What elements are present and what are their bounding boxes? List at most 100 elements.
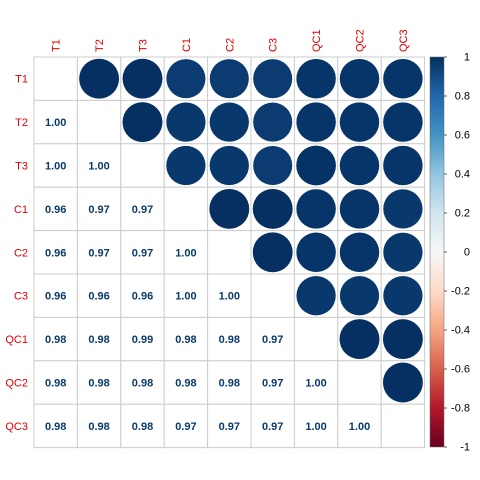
corr-circle-t1-c3	[252, 58, 293, 99]
matrix-cell	[163, 273, 209, 318]
corr-circle-t1-qc1	[295, 58, 337, 99]
matrix-cell	[33, 143, 78, 188]
corr-value-qc3-t3: 0.98	[132, 421, 153, 433]
colorbar-tick-label: 0	[464, 247, 470, 259]
col-label-qc1: QC1	[311, 29, 323, 52]
corr-circle-t1-qc3	[382, 58, 424, 99]
row-label-qc1: QC1	[5, 334, 28, 346]
corr-circle-t1-qc2	[339, 58, 380, 99]
corr-circle-c2-qc2	[339, 232, 380, 273]
corr-circle-t2-qc2	[339, 101, 380, 143]
colorbar-tick-label: -0.2	[451, 286, 470, 298]
corr-circle-c1-qc3	[382, 188, 424, 230]
colorbar-tick-label: -0.4	[451, 325, 470, 337]
corr-circle-t3-qc2	[339, 145, 380, 186]
col-label-t2: T2	[94, 39, 106, 52]
matrix-cell	[76, 316, 122, 362]
matrix-cell	[207, 230, 252, 275]
matrix-cell	[76, 273, 122, 318]
corr-value-c2-c1: 1.00	[175, 247, 196, 259]
corr-value-c2-t2: 0.97	[88, 247, 109, 259]
corr-circle-t3-c1	[165, 145, 207, 186]
matrix-cell	[250, 403, 295, 449]
matrix-cell	[76, 143, 122, 188]
matrix-cell	[337, 360, 382, 405]
corr-circle-c1-c3	[252, 188, 294, 230]
matrix-cell	[33, 360, 78, 405]
corr-value-c1-t3: 0.97	[132, 204, 153, 216]
corr-value-qc1-t2: 0.98	[88, 334, 109, 346]
corr-value-c1-t1: 0.96	[45, 204, 66, 216]
corr-value-c1-t2: 0.97	[88, 204, 109, 216]
matrix-cell	[163, 230, 209, 275]
col-label-t3: T3	[138, 39, 150, 52]
corr-value-c3-t1: 0.96	[45, 291, 66, 303]
matrix-cell	[33, 230, 78, 275]
col-label-c2: C2	[224, 38, 236, 52]
color-legend: 1 0.8 0.6 0.4 0.2 0 -0.2 -0.4 -0.6 -0.8 -1	[429, 52, 470, 454]
corr-circle-c3-qc3	[382, 275, 424, 316]
corr-circle-qc1-qc3	[382, 318, 424, 360]
matrix-cell	[163, 186, 209, 232]
corr-circle-t3-c3	[252, 145, 293, 186]
matrix-cell	[33, 316, 78, 362]
corr-value-qc2-c2: 0.98	[219, 378, 240, 390]
matrix-cell	[207, 316, 252, 362]
matrix-cell	[293, 360, 339, 405]
matrix-cell	[163, 360, 209, 405]
corr-value-qc3-qc1: 1.00	[305, 421, 326, 433]
corr-value-qc2-c3: 0.97	[262, 378, 283, 390]
corr-circle-qc2-qc3	[382, 362, 424, 403]
row-label-t1: T1	[15, 74, 28, 86]
corr-value-c2-t3: 0.97	[132, 247, 153, 259]
corr-circle-c3-qc2	[339, 275, 380, 316]
matrix-cell	[120, 143, 165, 188]
corr-value-c3-c2: 1.00	[219, 291, 240, 303]
matrix-cell	[250, 360, 295, 405]
col-label-qc3: QC3	[398, 29, 410, 52]
col-label-c3: C3	[268, 38, 280, 52]
matrix-cell	[120, 273, 165, 318]
corr-value-qc1-t3: 0.99	[132, 334, 153, 346]
corr-value-t3-t1: 1.00	[45, 161, 66, 173]
matrix-cell	[163, 403, 209, 449]
matrix-cell	[33, 99, 78, 145]
corr-circle-t3-qc3	[382, 145, 424, 186]
corr-circle-t1-c1	[165, 58, 206, 99]
corr-circle-c2-c3	[252, 231, 294, 273]
corr-circle-qc1-qc2	[339, 318, 380, 360]
corr-value-qc3-c1: 0.97	[175, 421, 196, 433]
corr-value-qc1-c1: 0.98	[175, 334, 196, 346]
colorbar-tick-label: -0.8	[451, 403, 470, 415]
colorbar-tick-label: 1	[464, 52, 470, 64]
matrix-cell	[207, 360, 252, 405]
corr-circle-t3-qc1	[295, 145, 337, 186]
matrix-cell	[207, 273, 252, 318]
corr-value-qc2-t3: 0.98	[132, 378, 153, 390]
corr-circle-t1-c2	[209, 58, 250, 99]
corr-value-qc2-qc1: 1.00	[305, 378, 326, 390]
colorbar-tick-label: 0.2	[455, 208, 470, 220]
corr-circle-c1-qc2	[339, 188, 380, 230]
matrix-cell	[120, 403, 165, 449]
row-label-qc3: QC3	[5, 421, 28, 433]
corr-circle-t2-c2	[209, 101, 250, 143]
corr-value-qc3-c2: 0.97	[219, 421, 240, 433]
corr-value-t3-t2: 1.00	[88, 161, 109, 173]
matrix-cell	[293, 316, 339, 362]
matrix-cell	[76, 186, 122, 232]
corr-value-qc3-c3: 0.97	[262, 421, 283, 433]
corr-value-qc3-qc2: 1.00	[349, 421, 370, 433]
col-label-qc2: QC2	[355, 29, 367, 52]
corr-circle-c1-c2	[208, 188, 250, 230]
corr-value-qc1-c3: 0.97	[262, 334, 283, 346]
matrix-cell	[76, 403, 122, 449]
row-label-qc2: QC2	[5, 378, 28, 390]
corr-value-qc3-t2: 0.98	[88, 421, 109, 433]
corr-value-c2-t1: 0.96	[45, 247, 66, 259]
matrix-cell	[33, 56, 78, 101]
matrix-cell	[380, 403, 426, 449]
corr-value-qc2-c1: 0.98	[175, 378, 196, 390]
matrix-cell	[33, 273, 78, 318]
colorbar-tick-label: 0.6	[455, 130, 470, 142]
